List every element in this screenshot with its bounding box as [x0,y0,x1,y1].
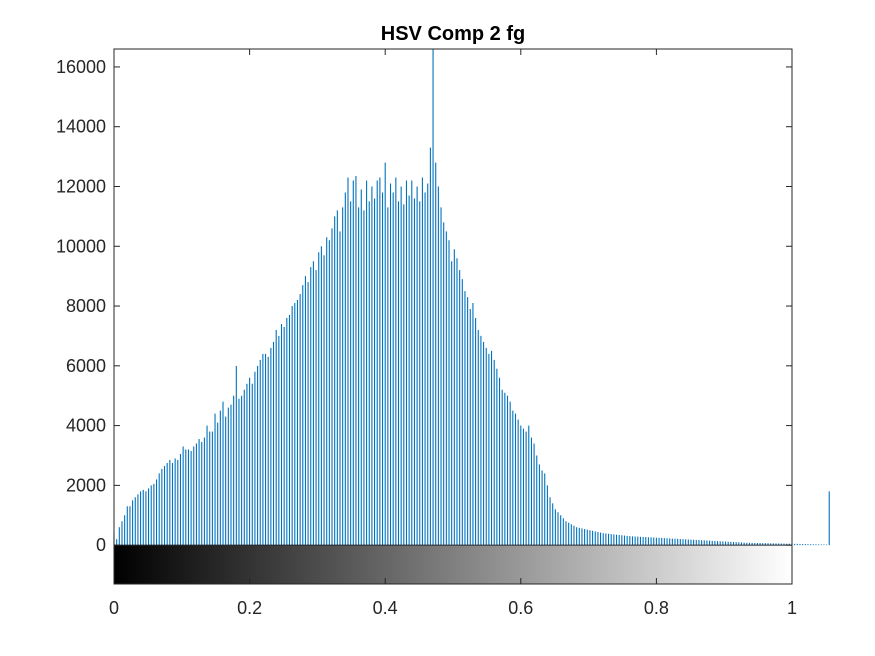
x-tick-label: 0.4 [373,598,398,618]
x-tick-label: 0.6 [508,598,533,618]
x-tick-label: 0.8 [644,598,669,618]
y-tick-label: 8000 [66,296,106,316]
y-tick-label: 14000 [56,117,106,137]
axes-box [113,48,793,585]
plot-background [114,49,792,584]
chart-title: HSV Comp 2 fg [381,23,525,45]
y-tick-label: 6000 [66,356,106,376]
y-tick-label: 16000 [56,57,106,77]
x-tick-label: 0.2 [237,598,262,618]
colorbar-strip [114,545,792,584]
y-tick-label: 12000 [56,176,106,196]
x-tick-label: 0 [109,598,119,618]
plot-area: 0 2000 4000 6000 8000 10000 12000 14000 16000 0 0.… [56,48,830,618]
x-tick-label: 1 [787,598,797,618]
y-tick-label: 4000 [66,416,106,436]
y-tick-label: 0 [96,535,106,555]
y-tick-label: 2000 [66,475,106,495]
y-tick-label: 10000 [56,236,106,256]
bar-series [113,49,830,546]
